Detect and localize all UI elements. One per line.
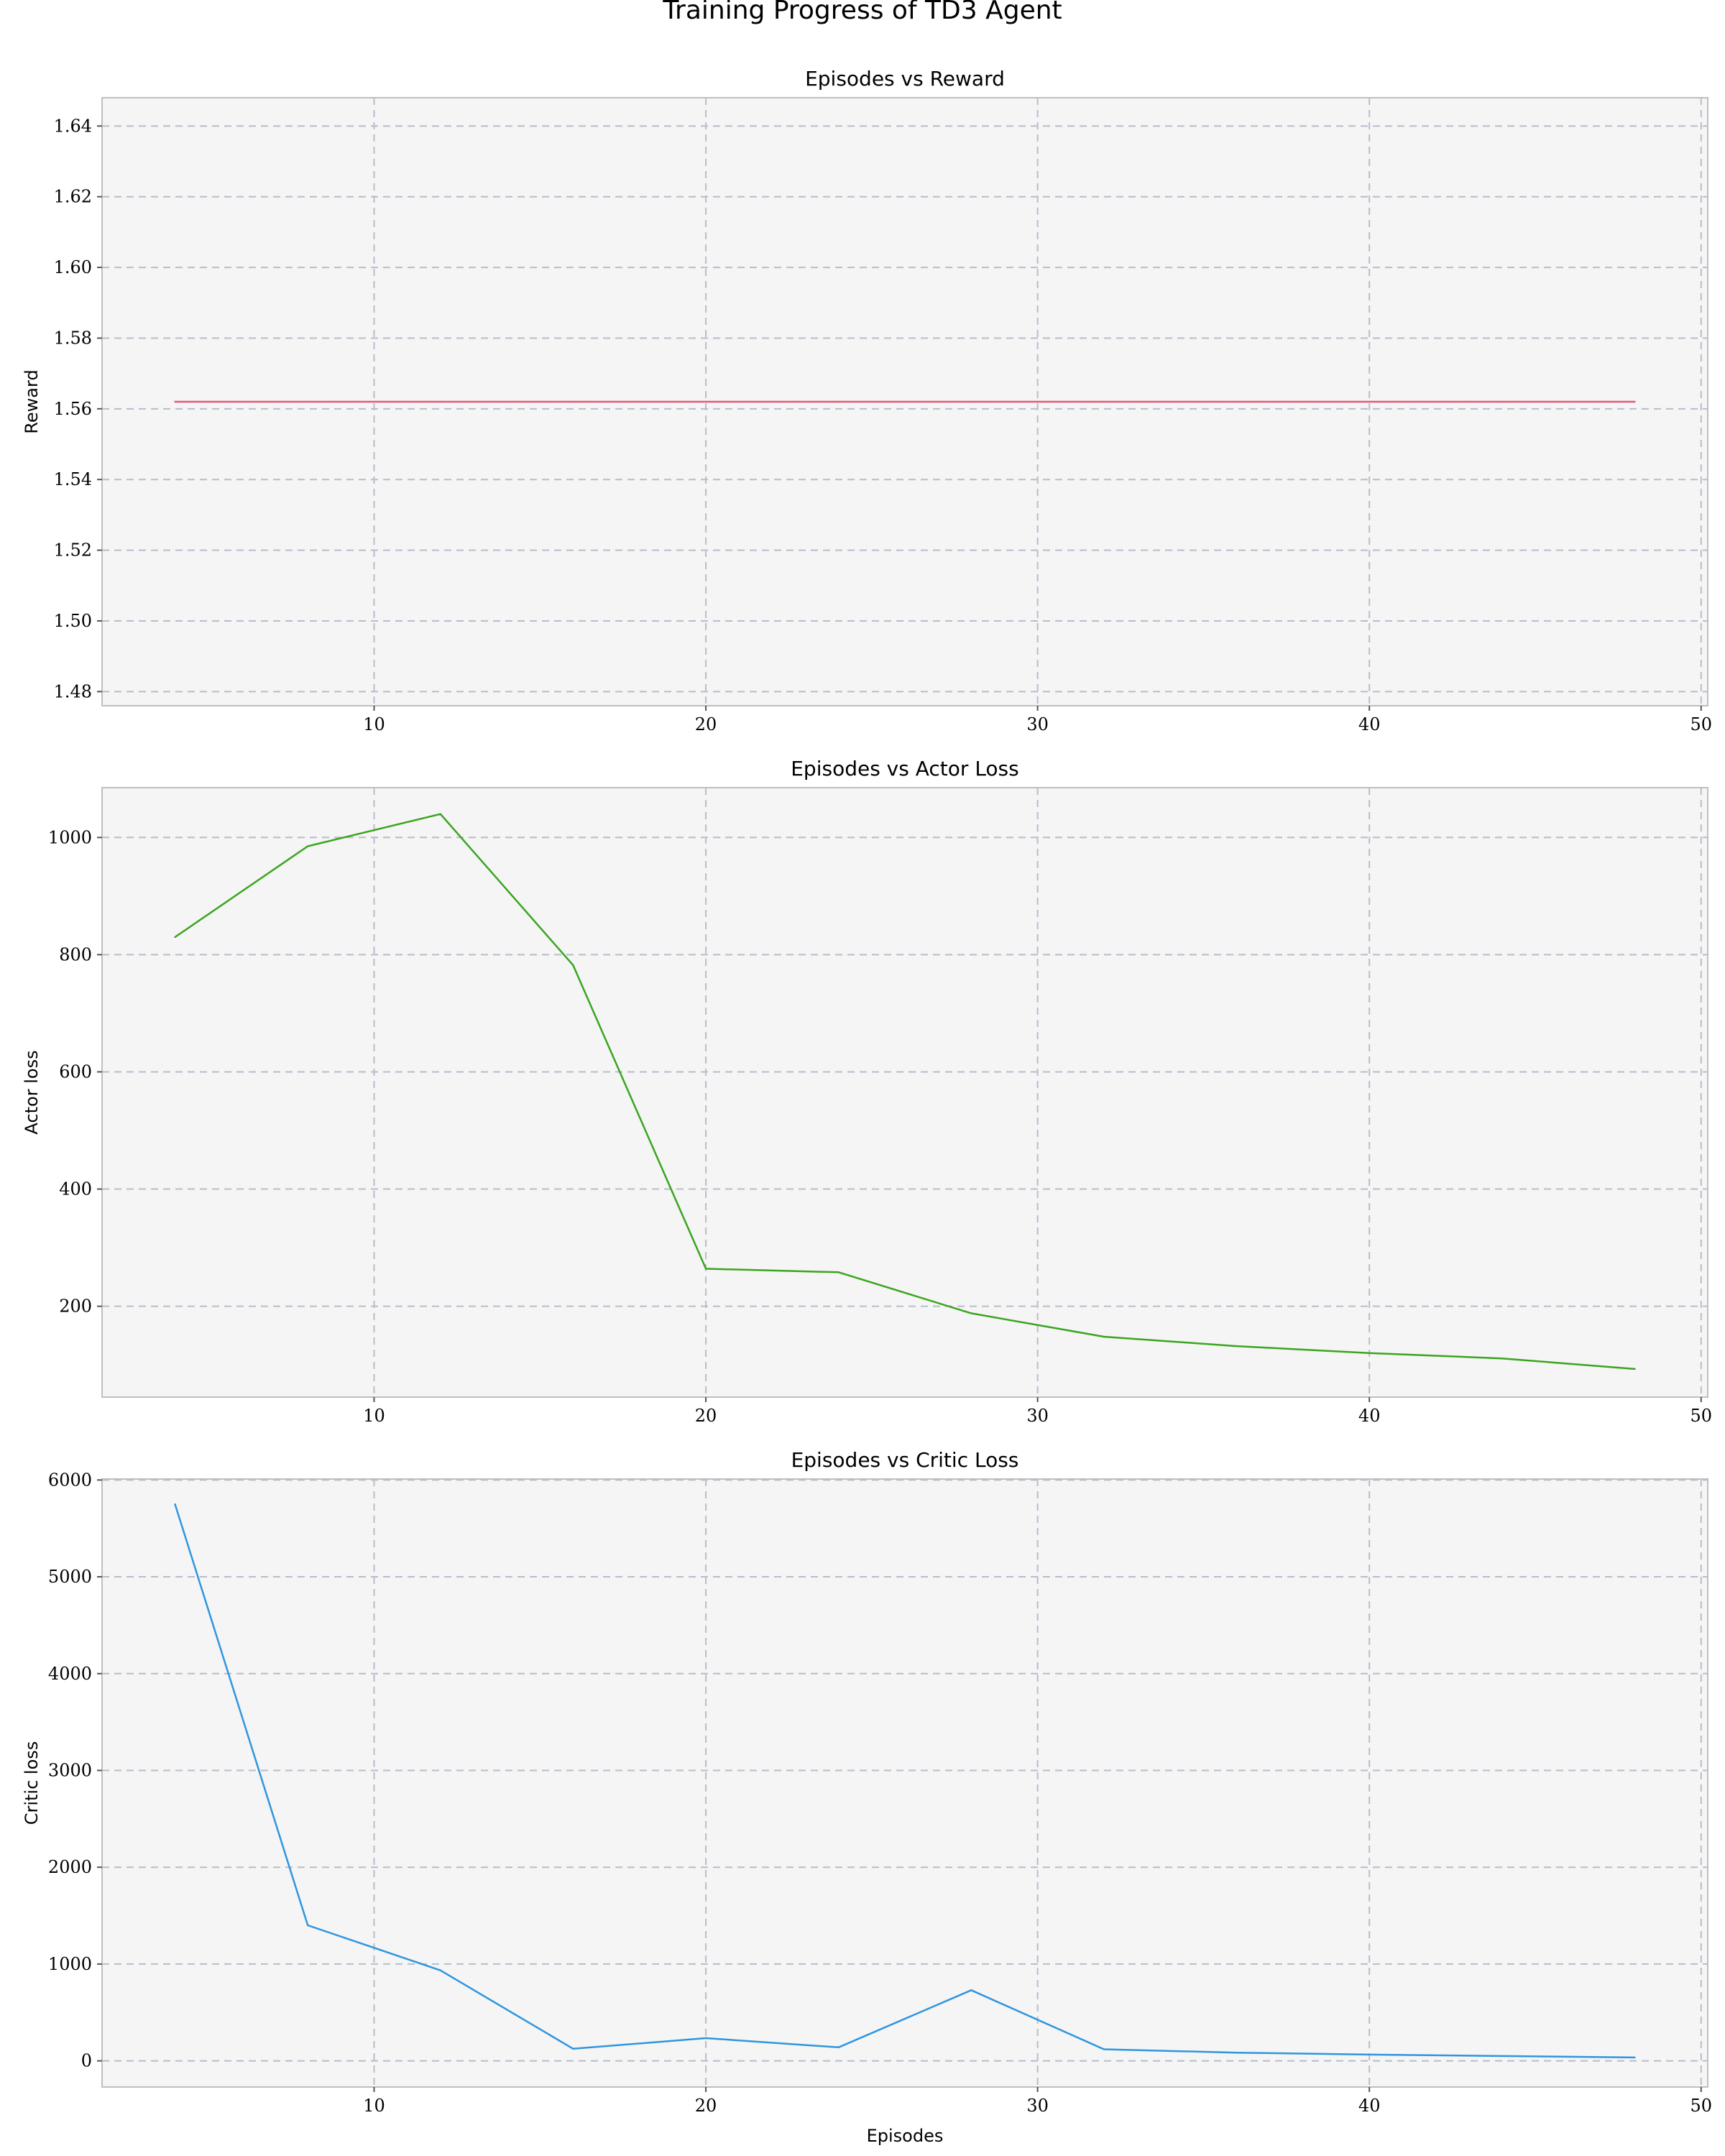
actor-loss-data-point	[1368, 1352, 1371, 1355]
actor-loss-x-tick-label: 20	[695, 1406, 717, 1426]
critic-loss-x-tick-label: 40	[1358, 2096, 1381, 2116]
actor-loss-series-line	[174, 813, 1635, 1370]
actor-loss-y-axis-label: Actor loss	[22, 1050, 42, 1134]
actor-loss-data-point	[1634, 1368, 1636, 1370]
reward-data-point	[1236, 400, 1238, 403]
critic-loss-x-axis-label: Episodes	[867, 2126, 944, 2146]
actor-loss-data-point	[704, 1268, 707, 1270]
actor-loss-data-point	[1501, 1357, 1504, 1360]
critic-loss-x-tick-label: 50	[1690, 2096, 1712, 2116]
critic-loss-data-point	[837, 2046, 840, 2048]
actor-loss-y-tick-label: 600	[59, 1061, 92, 1082]
reward-title: Episodes vs Reward	[805, 67, 1005, 91]
reward-data-point	[306, 400, 309, 403]
reward-x-tick-label: 40	[1358, 714, 1381, 734]
reward-data-point	[439, 400, 442, 403]
reward-x-tick-label: 50	[1690, 714, 1712, 734]
reward-data-point	[572, 400, 574, 403]
reward-data-point	[1368, 400, 1371, 403]
actor-loss-data-point	[970, 1312, 972, 1314]
critic-loss-title: Episodes vs Critic Loss	[791, 1448, 1019, 1472]
critic-loss-data-point	[439, 1969, 442, 1971]
reward-y-tick-label: 1.64	[54, 116, 92, 136]
actor-loss-data-point	[306, 845, 309, 847]
critic-loss-data-point	[1634, 2056, 1636, 2059]
reward-data-point	[1634, 400, 1636, 403]
critic-loss-y-axis-label: Critic loss	[22, 1741, 42, 1825]
actor-loss-data-point	[1103, 1335, 1105, 1338]
critic-loss-y-tick-label: 5000	[48, 1567, 92, 1587]
critic-loss-data-point	[572, 2047, 574, 2050]
critic-loss-x-tick-label: 10	[363, 2096, 385, 2116]
actor-loss-y-tick-label: 800	[59, 944, 92, 964]
critic-loss-x-tick-label: 30	[1026, 2096, 1049, 2116]
actor-loss-x-tick-label: 10	[363, 1406, 385, 1426]
reward-data-point	[837, 400, 840, 403]
reward-data-point	[970, 400, 972, 403]
actor-loss-x-tick-label: 40	[1358, 1406, 1381, 1426]
actor-loss-data-point	[572, 964, 574, 967]
critic-loss-series-line	[174, 1503, 1635, 2059]
actor-loss-y-tick-label: 200	[59, 1296, 92, 1317]
critic-loss-data-point	[174, 1503, 176, 1506]
critic-loss-y-tick-label: 3000	[48, 1760, 92, 1780]
actor-loss-data-point	[1236, 1345, 1238, 1348]
critic-loss-data-point	[1103, 2048, 1105, 2050]
reward-y-tick-label: 1.56	[54, 399, 92, 419]
actor-loss-data-point	[837, 1271, 840, 1273]
reward-subplot: 10 20 30 40 50 1.48 1.50 1.52 1.54 1.56 1.58 1.60 1.…	[22, 67, 1712, 734]
reward-y-tick-label: 1.58	[54, 328, 92, 348]
reward-data-point	[704, 400, 707, 403]
actor-loss-subplot: 10 20 30 40 50 200 400 600 800 1000 Episodes vs Ac…	[22, 757, 1712, 1426]
critic-loss-subplot: 10 20 30 40 50 0 1000 2000 3000 4000 5000 6000 Episo…	[22, 1448, 1712, 2146]
actor-loss-title: Episodes vs Actor Loss	[791, 757, 1019, 780]
critic-loss-y-tick-label: 1000	[48, 1954, 92, 1974]
actor-loss-plot-area	[101, 787, 1708, 1398]
critic-loss-x-tick-label: 20	[695, 2096, 717, 2116]
critic-loss-y-tick-label: 0	[81, 2051, 92, 2071]
critic-loss-data-point	[1501, 2055, 1504, 2058]
critic-loss-y-tick-label: 4000	[48, 1664, 92, 1684]
critic-loss-data-point	[306, 1924, 309, 1927]
critic-loss-plot-area	[101, 1478, 1708, 2088]
reward-y-tick-label: 1.48	[54, 681, 92, 701]
actor-loss-x-tick-label: 30	[1026, 1406, 1049, 1426]
reward-y-tick-label: 1.50	[54, 611, 92, 631]
actor-loss-y-tick-label: 400	[59, 1179, 92, 1199]
actor-loss-y-tick-label: 1000	[48, 827, 92, 847]
reward-data-point	[174, 400, 176, 403]
reward-data-point	[1501, 400, 1504, 403]
reward-y-tick-label: 1.62	[54, 187, 92, 207]
critic-loss-data-point	[704, 2037, 707, 2040]
actor-loss-x-tick-label: 50	[1690, 1406, 1712, 1426]
critic-loss-y-tick-label: 2000	[48, 1857, 92, 1877]
reward-x-tick-label: 30	[1026, 714, 1049, 734]
reward-data-point	[1103, 400, 1105, 403]
reward-x-tick-label: 10	[363, 714, 385, 734]
actor-loss-data-point	[174, 936, 176, 939]
critic-loss-data-point	[1236, 2051, 1238, 2054]
critic-loss-y-tick-label: 6000	[48, 1470, 92, 1490]
reward-y-tick-label: 1.52	[54, 540, 92, 561]
critic-loss-data-point	[970, 1989, 972, 1991]
reward-y-tick-label: 1.54	[54, 469, 92, 489]
figure-suptitle: Training Progress of TD3 Agent	[662, 0, 1062, 25]
reward-y-tick-label: 1.60	[54, 257, 92, 277]
reward-y-axis-label: Reward	[22, 369, 42, 433]
reward-x-tick-label: 20	[695, 714, 717, 734]
actor-loss-data-point	[439, 813, 442, 815]
critic-loss-data-point	[1368, 2053, 1371, 2056]
